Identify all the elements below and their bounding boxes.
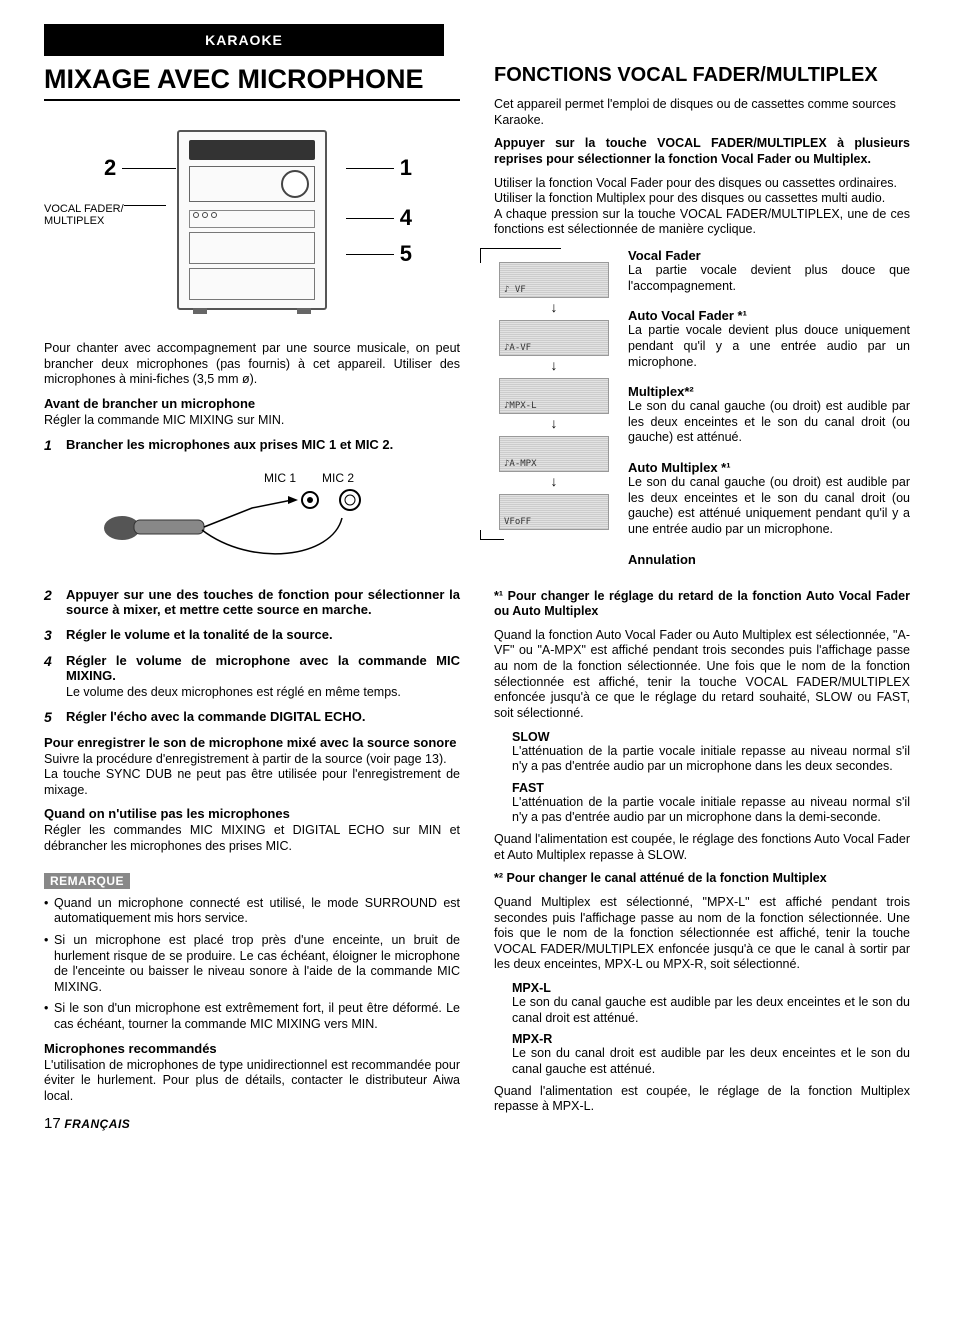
remarque-badge: REMARQUE xyxy=(44,873,130,889)
before-text: Régler la commande MIC MIXING sur MIN. xyxy=(44,413,460,429)
lcd-column: ♪ VF ↓ ♪A-VF ↓ ♪MPX-L ↓ ♪A-MPX ↓ VFoFF xyxy=(494,248,614,581)
page-lang: FRANÇAIS xyxy=(64,1117,130,1131)
note2-after: Quand l'alimentation est coupée, le régl… xyxy=(494,1084,910,1115)
arrow-icon: ↓ xyxy=(551,416,558,430)
lcd-off: VFoFF xyxy=(499,494,609,530)
mode-vocal-fader: Vocal Fader La partie vocale devient plu… xyxy=(628,248,910,294)
section-header-label: KARAOKE xyxy=(205,32,283,48)
callout-vf-line xyxy=(124,205,166,206)
mic1-label: MIC 1 xyxy=(264,471,296,485)
page-footer: 17 FRANÇAIS xyxy=(44,1115,460,1132)
arrow-icon: ↓ xyxy=(551,474,558,488)
before-heading: Avant de brancher un microphone xyxy=(44,396,460,411)
mpxl-def: MPX-L Le son du canal gauche est audible… xyxy=(512,981,910,1026)
bullet-1: Quand un microphone connecté est utilisé… xyxy=(44,896,460,927)
step-1: 1 Brancher les microphones aux prises MI… xyxy=(44,437,460,453)
remarque-list: Quand un microphone connecté est utilisé… xyxy=(44,896,460,1033)
mic2-label: MIC 2 xyxy=(322,471,354,485)
nouse-text: Régler les commandes MIC MIXING et DIGIT… xyxy=(44,823,460,854)
note1-text: Quand la fonction Auto Vocal Fader ou Au… xyxy=(494,628,910,722)
recmic-heading: Microphones recommandés xyxy=(44,1041,460,1056)
mode-flow: ♪ VF ↓ ♪A-VF ↓ ♪MPX-L ↓ ♪A-MPX ↓ VFoFF V… xyxy=(494,248,910,581)
recmic-text: L'utilisation de microphones de type uni… xyxy=(44,1058,460,1105)
nouse-heading: Quand on n'utilise pas les microphones xyxy=(44,806,460,821)
mode-descriptions: Vocal Fader La partie vocale devient plu… xyxy=(628,248,910,581)
step-3: 3 Régler le volume et la tonalité de la … xyxy=(44,627,460,643)
page-number: 17 xyxy=(44,1115,61,1132)
stereo-figure: VOCAL FADER/ MULTIPLEX 2 1 xyxy=(44,115,460,325)
slow-def: SLOW L'atténuation de la partie vocale i… xyxy=(512,730,910,775)
right-p3: Utiliser la fonction Vocal Fader pour de… xyxy=(494,176,910,239)
lcd-vf: ♪ VF xyxy=(499,262,609,298)
note1-after: Quand l'alimentation est coupée, le régl… xyxy=(494,832,910,863)
lcd-avf: ♪A-VF xyxy=(499,320,609,356)
step-2: 2 Appuyer sur une des touches de fonctio… xyxy=(44,587,460,617)
bullet-3: Si le son d'un microphone est extrêmemen… xyxy=(44,1001,460,1032)
vocal-fader-label: VOCAL FADER/ MULTIPLEX xyxy=(44,203,124,227)
page-title-left: MIXAGE AVEC MICROPHONE xyxy=(44,64,460,101)
mode-multiplex: Multiplex*² Le son du canal gauche (ou d… xyxy=(628,384,910,446)
lcd-ampx: ♪A-MPX xyxy=(499,436,609,472)
callout-1: 1 xyxy=(346,155,412,181)
fast-def: FAST L'atténuation de la partie vocale i… xyxy=(512,781,910,826)
mic-figure: MIC 1 MIC 2 xyxy=(44,463,460,573)
note2-heading: *² Pour changer le canal atténué de la f… xyxy=(494,871,910,887)
right-p1: Cet appareil permet l'emploi de disques … xyxy=(494,97,910,128)
arrow-icon: ↓ xyxy=(551,300,558,314)
step-list: 1 Brancher les microphones aux prises MI… xyxy=(44,437,460,725)
right-column: FONCTIONS VOCAL FADER/MULTIPLEX Cet appa… xyxy=(494,64,910,1132)
record-text: Suivre la procédure d'enregistrement à p… xyxy=(44,752,460,799)
record-heading: Pour enregistrer le son de microphone mi… xyxy=(44,735,460,750)
mode-auto-vocal-fader: Auto Vocal Fader *¹ La partie vocale dev… xyxy=(628,308,910,370)
right-p2: Appuyer sur la touche VOCAL FADER/MULTIP… xyxy=(494,136,910,167)
page-title-right: FONCTIONS VOCAL FADER/MULTIPLEX xyxy=(494,64,910,87)
intro-text: Pour chanter avec accompagnement par une… xyxy=(44,341,460,388)
step-4: 4 Régler le volume de microphone avec la… xyxy=(44,653,460,699)
lcd-mpx: ♪MPX-L xyxy=(499,378,609,414)
note1-heading: *¹ Pour changer le réglage du retard de … xyxy=(494,589,910,620)
callout-5: 5 xyxy=(346,241,412,267)
return-bracket xyxy=(480,530,504,540)
mode-annulation: Annulation xyxy=(628,552,910,567)
mpxr-def: MPX-R Le son du canal droit est audible … xyxy=(512,1032,910,1077)
arrow-icon: ↓ xyxy=(551,358,558,372)
left-column: MIXAGE AVEC MICROPHONE VOCAL FADER/ MULT… xyxy=(44,64,460,1132)
bullet-2: Si un microphone est placé trop près d'u… xyxy=(44,933,460,996)
note2-text: Quand Multiplex est sélectionné, "MPX-L"… xyxy=(494,895,910,973)
stereo-illustration xyxy=(177,130,327,310)
mode-auto-multiplex: Auto Multiplex *¹ Le son du canal gauche… xyxy=(628,460,910,538)
step-5: 5 Régler l'écho avec la commande DIGITAL… xyxy=(44,709,460,725)
callout-4: 4 xyxy=(346,205,412,231)
section-header-bar: KARAOKE xyxy=(44,24,444,56)
callout-2: 2 xyxy=(104,155,176,181)
